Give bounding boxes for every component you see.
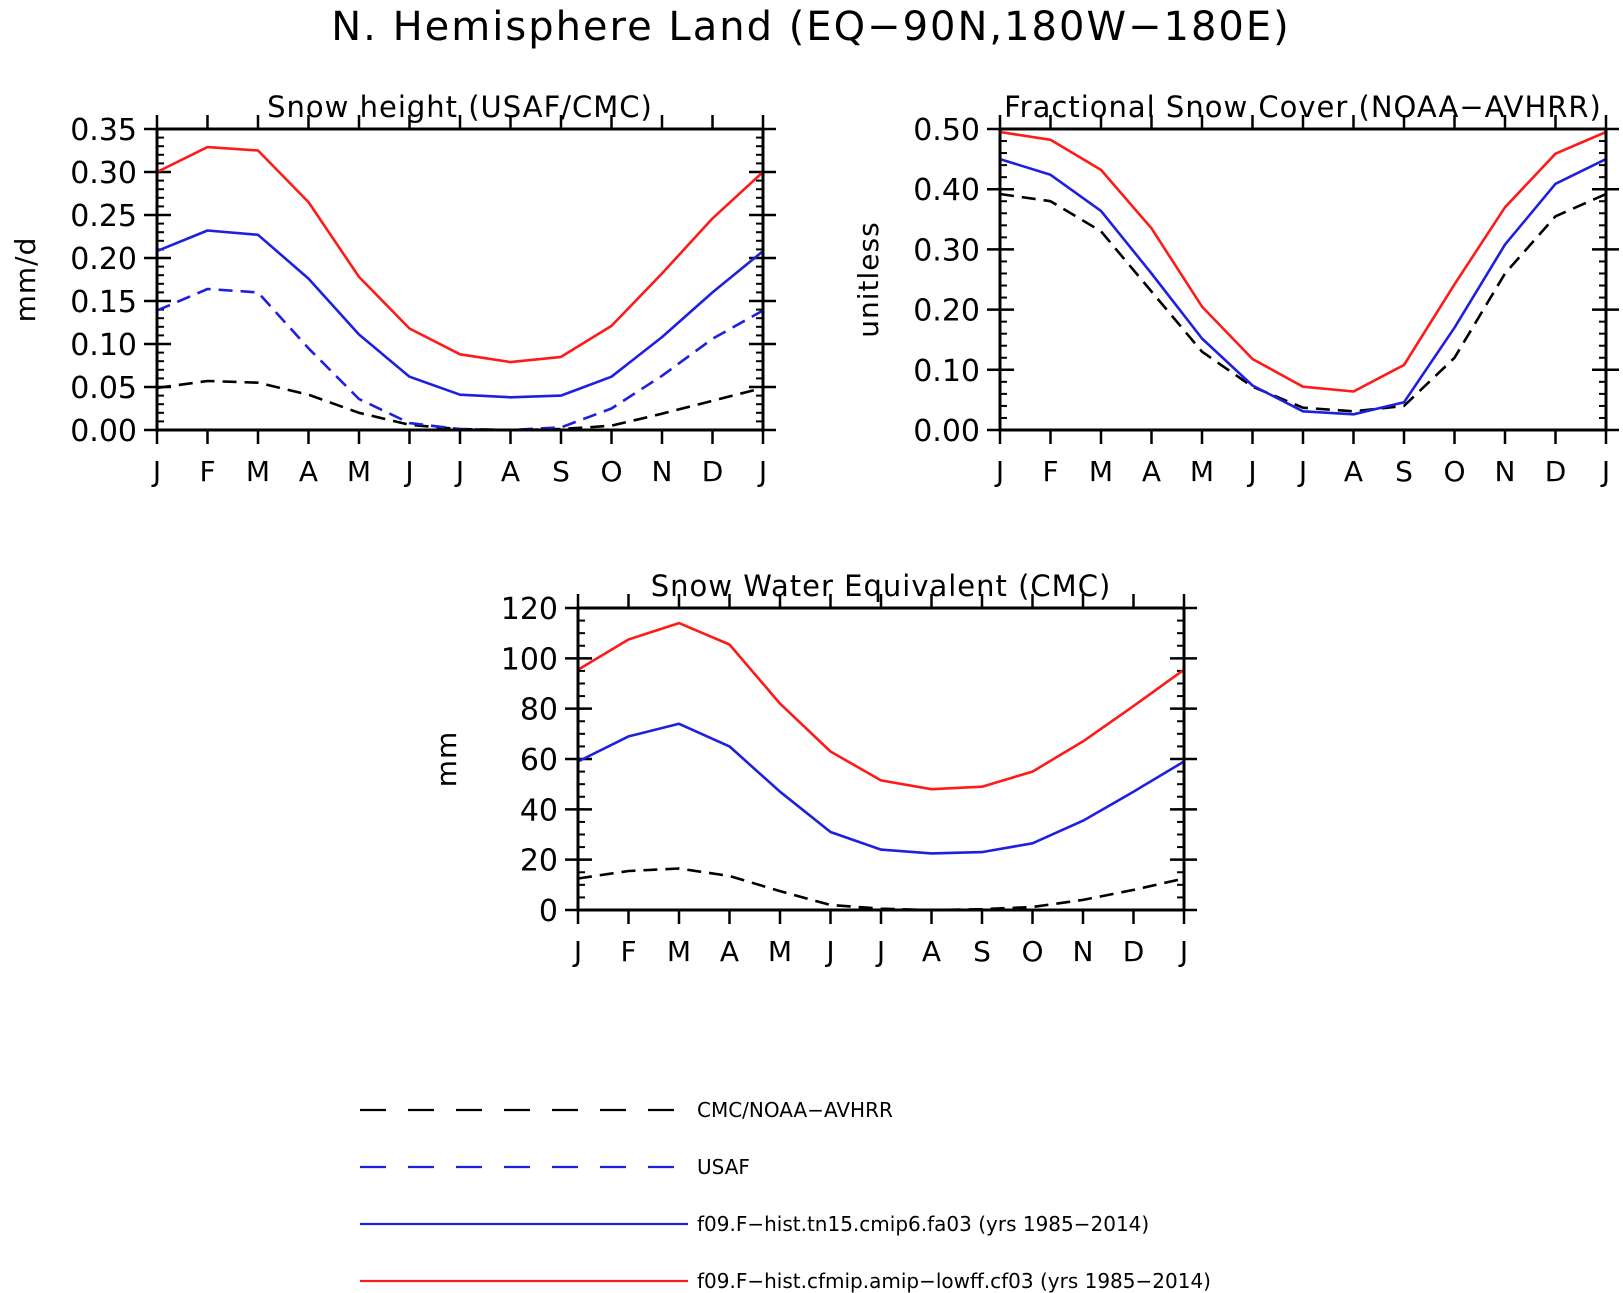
x-tick-label: J bbox=[1600, 455, 1610, 488]
y-axis-label: unitless bbox=[852, 221, 885, 337]
x-tick-label: A bbox=[1344, 455, 1363, 488]
x-tick-label: J bbox=[994, 455, 1004, 488]
x-tick-label: A bbox=[501, 455, 520, 488]
y-tick-label: 20 bbox=[520, 844, 558, 879]
legend-label: f09.F−hist.tn15.cmip6.fa03 (yrs 1985−201… bbox=[697, 1212, 1149, 1236]
y-tick-label: 100 bbox=[501, 642, 558, 677]
x-tick-label: O bbox=[1021, 935, 1043, 968]
legend-label: f09.F−hist.cfmip.amip−lowff.cf03 (yrs 19… bbox=[697, 1269, 1211, 1293]
series-line-tn15-cmip6 bbox=[156, 229, 764, 399]
series-line-cmc-noaa-avhrr bbox=[156, 379, 764, 432]
figure-title: N. Hemisphere Land (EQ−90N,180W−180E) bbox=[331, 4, 1291, 50]
x-tick-label: A bbox=[720, 935, 739, 968]
x-tick-label: A bbox=[299, 455, 318, 488]
x-tick-label: J bbox=[454, 455, 464, 488]
y-tick-label: 0.35 bbox=[70, 113, 137, 148]
y-tick-label: 0.50 bbox=[913, 113, 980, 148]
x-tick-label: F bbox=[620, 935, 636, 968]
series-line-usaf bbox=[156, 287, 764, 432]
x-tick-label: S bbox=[552, 455, 570, 488]
legend-label: CMC/NOAA−AVHRR bbox=[697, 1098, 893, 1122]
x-tick-label: M bbox=[1089, 455, 1113, 488]
x-tick-label: N bbox=[1073, 935, 1094, 968]
x-tick-label: D bbox=[1545, 455, 1567, 488]
series-line-amip-lowff bbox=[156, 145, 764, 364]
y-tick-label: 0.00 bbox=[70, 414, 137, 449]
series-line-amip-lowff bbox=[999, 130, 1607, 393]
y-axis-label: mm/d bbox=[9, 237, 42, 323]
fractional-snow-cover-panel: Fractional Snow Cover (NOAA−AVHRR)unitle… bbox=[852, 90, 1619, 488]
y-tick-label: 0.00 bbox=[913, 414, 980, 449]
x-tick-label: J bbox=[875, 935, 885, 968]
x-tick-label: S bbox=[1395, 455, 1413, 488]
x-tick-label: J bbox=[572, 935, 582, 968]
y-tick-label: 0.30 bbox=[70, 156, 137, 191]
x-tick-label: D bbox=[1123, 935, 1145, 968]
x-tick-label: F bbox=[1042, 455, 1058, 488]
series-line-cmc-noaa-avhrr bbox=[999, 192, 1607, 413]
legend: CMC/NOAA−AVHRR USAF f09.F−hist.tn15.cmip6.… bbox=[360, 1098, 1211, 1293]
series-line-amip-lowff bbox=[577, 621, 1185, 791]
x-tick-label: O bbox=[600, 455, 622, 488]
x-tick-label: J bbox=[1297, 455, 1307, 488]
x-tick-label: J bbox=[1246, 455, 1256, 488]
y-axis-label: mm bbox=[430, 731, 463, 788]
series-line-tn15-cmip6 bbox=[999, 157, 1607, 416]
x-tick-label: S bbox=[973, 935, 991, 968]
x-tick-label: J bbox=[824, 935, 834, 968]
y-tick-label: 40 bbox=[520, 793, 558, 828]
y-tick-label: 60 bbox=[520, 743, 558, 778]
x-tick-label: M bbox=[246, 455, 270, 488]
x-tick-label: J bbox=[757, 455, 767, 488]
plot-frame bbox=[155, 127, 765, 432]
snow-height-panel: Snow height (USAF/CMC)mm/d0.000.050.100.… bbox=[9, 90, 776, 488]
y-tick-label: 0.10 bbox=[70, 328, 137, 363]
y-tick-label: 0.25 bbox=[70, 199, 137, 234]
x-tick-label: A bbox=[1142, 455, 1161, 488]
x-tick-label: N bbox=[1495, 455, 1516, 488]
y-tick-label: 0.30 bbox=[913, 233, 980, 268]
x-tick-label: A bbox=[922, 935, 941, 968]
plot-frame bbox=[998, 127, 1608, 432]
snow-water-equivalent-panel: Snow Water Equivalent (CMC)mm02040608010… bbox=[430, 569, 1197, 968]
y-tick-label: 80 bbox=[520, 693, 558, 728]
y-tick-label: 0.10 bbox=[913, 354, 980, 389]
y-tick-label: 0 bbox=[539, 894, 558, 929]
x-tick-label: M bbox=[347, 455, 371, 488]
y-tick-label: 0.20 bbox=[70, 242, 137, 277]
legend-label: USAF bbox=[697, 1155, 750, 1179]
y-tick-label: 0.05 bbox=[70, 371, 137, 406]
y-tick-label: 120 bbox=[501, 592, 558, 627]
x-tick-label: J bbox=[151, 455, 161, 488]
y-tick-label: 0.20 bbox=[913, 294, 980, 329]
x-tick-label: M bbox=[1190, 455, 1214, 488]
x-tick-label: N bbox=[652, 455, 673, 488]
series-line-tn15-cmip6 bbox=[577, 722, 1185, 855]
x-tick-label: O bbox=[1443, 455, 1465, 488]
y-tick-label: 0.40 bbox=[913, 173, 980, 208]
x-tick-label: J bbox=[403, 455, 413, 488]
x-tick-label: M bbox=[768, 935, 792, 968]
x-tick-label: M bbox=[667, 935, 691, 968]
x-tick-label: D bbox=[702, 455, 724, 488]
plot-frame bbox=[576, 606, 1186, 912]
x-tick-label: J bbox=[1178, 935, 1188, 968]
series-line-cmc-noaa-avhrr bbox=[577, 867, 1185, 912]
x-tick-label: F bbox=[199, 455, 215, 488]
y-tick-label: 0.15 bbox=[70, 285, 137, 320]
